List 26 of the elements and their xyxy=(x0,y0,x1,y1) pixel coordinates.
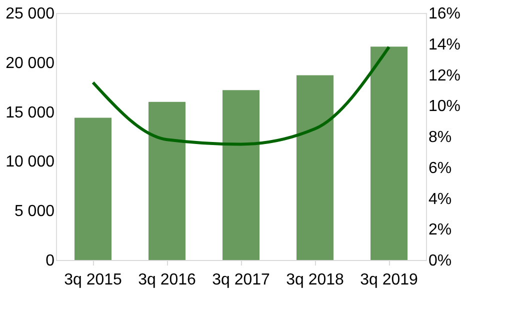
bar xyxy=(222,90,260,260)
x-tick-label: 3q 2016 xyxy=(138,272,196,288)
y2-tick-label: 12% xyxy=(428,67,461,84)
x-tick-label: 3q 2017 xyxy=(212,272,270,288)
y2-tick-label: 10% xyxy=(428,98,461,116)
y-tick-label: 0 xyxy=(46,252,55,270)
x-tick-label: 3q 2018 xyxy=(286,272,344,288)
line-series xyxy=(92,45,390,146)
x-tick-label: 3q 2015 xyxy=(64,272,122,288)
y2-tick-label: 2% xyxy=(428,222,452,239)
bar xyxy=(74,118,112,260)
y2-tick-label: 8% xyxy=(428,129,452,146)
bar xyxy=(296,75,334,260)
y2-tick-label: 16% xyxy=(428,6,461,22)
y2-tick-label: 4% xyxy=(428,190,452,208)
y2-tick-label: 6% xyxy=(428,160,452,177)
y-tick-label: 15 000 xyxy=(6,104,55,122)
bar xyxy=(148,102,186,260)
y-tick-label: 10 000 xyxy=(6,154,55,171)
y-tick-label: 20 000 xyxy=(6,54,55,72)
x-tick-label: 3q 2019 xyxy=(360,272,418,288)
bar xyxy=(370,46,408,260)
y2-tick-label: 0% xyxy=(428,252,452,270)
y-tick-label: 25 000 xyxy=(6,6,55,22)
y2-tick-label: 14% xyxy=(428,36,461,54)
y-tick-label: 5 000 xyxy=(14,203,55,220)
